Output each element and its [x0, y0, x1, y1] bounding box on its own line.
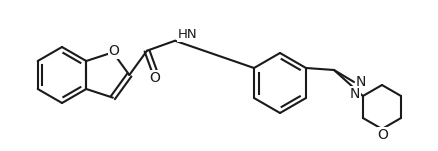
- Text: O: O: [108, 44, 119, 58]
- Text: HN: HN: [177, 28, 197, 41]
- Text: O: O: [377, 128, 388, 142]
- Text: O: O: [149, 71, 160, 85]
- Text: N: N: [355, 75, 366, 89]
- Text: N: N: [349, 87, 359, 101]
